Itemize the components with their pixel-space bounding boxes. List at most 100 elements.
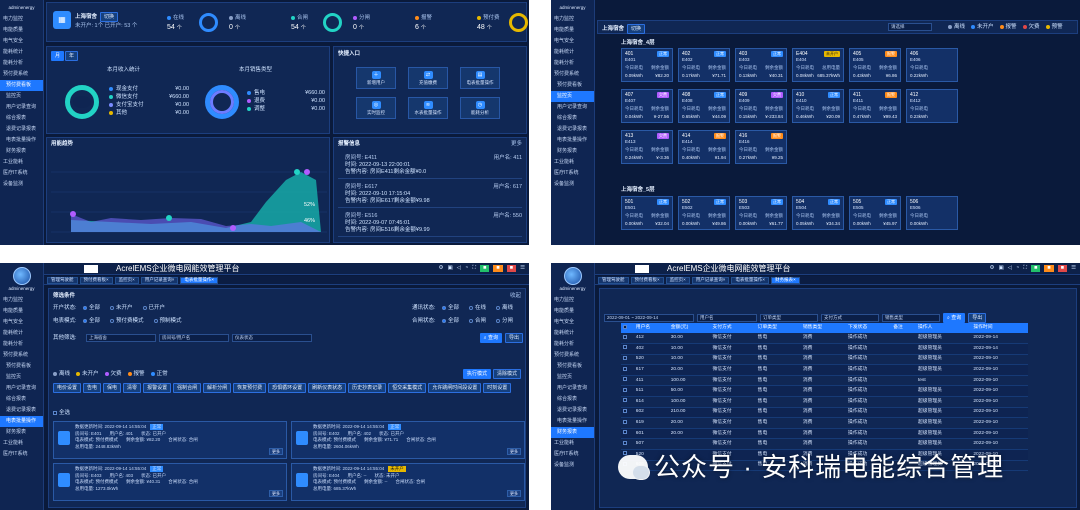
alarm-more-link[interactable]: 更多 <box>510 141 522 147</box>
sidebar-item[interactable]: 电表批量操作 <box>557 418 588 425</box>
radio-option[interactable]: 预付费模式 <box>110 318 144 325</box>
sidebar-item[interactable]: 能耗分析 <box>3 341 24 348</box>
page-tab[interactable]: 监控页 × <box>665 276 690 284</box>
row-checkbox[interactable] <box>623 398 627 403</box>
trend-point[interactable] <box>70 211 76 217</box>
sidebar-item[interactable]: 工业能耗 <box>554 440 575 447</box>
user-profile[interactable]: adminenergy <box>551 263 594 295</box>
sidebar-item[interactable]: 财务报表 <box>6 429 27 436</box>
collapse-link[interactable]: 收起 <box>509 293 521 299</box>
room-card[interactable]: 410 正常 E410 今日耗电 剩余金额 0.46kWh ¥20.09 <box>792 89 844 123</box>
radio-option[interactable]: 预制模式 <box>153 318 182 325</box>
page-tab[interactable]: 预付费看板 × <box>630 276 664 284</box>
room-card[interactable]: 504 正常 E504 今日耗电 剩余金额 0.05kWh ¥34.34 <box>792 196 844 230</box>
room-card[interactable]: 505 正常 E505 今日耗电 剩余金额 0.00kWh ¥45.97 <box>849 196 901 230</box>
sidebar-item[interactable]: 财务报表 <box>557 148 578 155</box>
sidebar-item[interactable]: 退费记录报表 <box>6 126 37 133</box>
sidebar-item[interactable]: 预付费看板 <box>0 80 43 91</box>
sidebar-item[interactable]: 电能质量 <box>554 308 575 315</box>
room-card[interactable]: 403 正常 E403 今日耗电 剩余金额 0.13kWh ¥40.31 <box>735 48 787 82</box>
sidebar-item[interactable]: 综合报表 <box>557 396 578 403</box>
batch-action-button[interactable]: 清零 <box>123 383 142 394</box>
month-toggle[interactable]: 月 <box>51 51 65 62</box>
monitor-icon[interactable]: ▣ <box>447 265 453 272</box>
sidebar-item[interactable]: 设备监测 <box>3 181 24 188</box>
trend-point[interactable] <box>166 215 172 221</box>
sidebar-item[interactable]: 电力监控 <box>554 16 575 23</box>
batch-action-button[interactable]: 强制合闸 <box>173 383 202 394</box>
bell-icon[interactable]: ◔ <box>464 265 469 272</box>
bell-icon[interactable]: ◔ <box>1015 265 1020 272</box>
page-tab[interactable]: 管理驾驶舱 <box>598 276 629 284</box>
sidebar-item[interactable]: 设备监测 <box>554 181 575 188</box>
user-menu-icon[interactable]: ☰ <box>520 265 525 272</box>
sidebar-item[interactable]: 用户记录查询 <box>557 104 588 111</box>
sidebar-item[interactable]: 工业能耗 <box>3 440 24 447</box>
trend-point[interactable] <box>230 225 236 231</box>
sidebar-item[interactable]: 能耗分析 <box>554 60 575 67</box>
sidebar-item[interactable]: 能耗统计 <box>3 330 24 337</box>
sidebar-item[interactable]: 电力监控 <box>554 297 575 304</box>
room-card[interactable]: 501 正常 E501 今日耗电 剩余金额 0.00kWh ¥32.04 <box>621 196 673 230</box>
table-row[interactable]: 602 210.00 微信支付 售电 消费 操作成功 超级管理员 2022-09-10 <box>621 407 1028 419</box>
order-type-select[interactable]: 订单类型 <box>760 314 818 323</box>
sidebar-item[interactable]: 监控页 <box>6 374 22 381</box>
sidebar-item[interactable]: 电表批量操作 <box>6 137 37 144</box>
sidebar-item[interactable]: 能耗统计 <box>3 49 24 56</box>
status-badge[interactable]: ■ <box>493 265 503 272</box>
meter-status-select[interactable]: 仪表状态 <box>232 334 312 343</box>
alarm-item[interactable]: 房间号: E617 用户名: 617 时间: 2022-09-10 17:15:04… <box>338 183 522 208</box>
sidebar-item[interactable]: 工业能耗 <box>3 159 24 166</box>
batch-action-button[interactable]: 刷新仪表状态 <box>308 383 347 394</box>
gear-icon[interactable]: ⚙ <box>989 265 995 272</box>
sidebar-item[interactable]: 财务报表 <box>551 427 594 438</box>
more-button[interactable]: 更多 <box>269 448 283 455</box>
sidebar-item[interactable]: 能耗分析 <box>554 341 575 348</box>
page-tab[interactable]: 用户记录查询 × <box>691 276 730 284</box>
meter-card[interactable]: 数据更新时间: 2022-09-14 14:55:04 正常 房间号: E402 用户… <box>291 421 525 459</box>
page-tab[interactable]: 电表批量操作 × <box>180 276 219 284</box>
sidebar-item[interactable]: 医疗IT系统 <box>3 451 28 458</box>
row-checkbox[interactable] <box>623 387 627 392</box>
radio-option[interactable]: 合闸 <box>468 318 486 325</box>
row-checkbox[interactable] <box>623 355 627 360</box>
sidebar-item[interactable]: 设备监测 <box>554 462 575 469</box>
table-row[interactable]: 511 50.00 微信支付 售电 消费 操作成功 超级管理员 2022-09-10 <box>621 385 1028 398</box>
meter-card[interactable]: 数据更新时间: 2022-09-14 14:55:04 正常 房间号: E403 用户… <box>53 463 287 501</box>
sidebar-item[interactable]: 预付费系统 <box>554 352 580 359</box>
batch-action-button[interactable]: 告电 <box>83 383 102 394</box>
sale-type-select[interactable]: 销售类型 <box>882 314 940 323</box>
radio-option[interactable]: 未开户 <box>110 305 133 312</box>
trend-point[interactable] <box>304 169 310 175</box>
sidebar-item[interactable]: 电气安全 <box>554 319 575 326</box>
page-tab[interactable]: 预付费看板 × <box>79 276 113 284</box>
room-card[interactable]: 414 报警 E414 今日耗电 剩余金额 0.40kWh ¥1.94 <box>678 130 730 164</box>
sidebar-item[interactable]: 用户记录查询 <box>6 385 37 392</box>
sidebar-item[interactable]: 医疗IT系统 <box>3 170 28 177</box>
fullscreen-icon[interactable]: ⛶ <box>1023 265 1028 272</box>
table-row[interactable]: 412 30.00 微信支付 售电 消费 操作成功 超级管理员 2022-09-14 <box>621 333 1028 345</box>
sidebar-item[interactable]: 能耗统计 <box>554 49 575 56</box>
query-button[interactable]: ⌕ 查询 <box>943 313 966 324</box>
room-card[interactable]: 502 正常 E502 今日耗电 剩余金额 0.00kWh ¥49.86 <box>678 196 730 230</box>
radio-option[interactable]: 离线 <box>495 305 513 312</box>
status-badge[interactable]: ■ <box>1044 265 1054 272</box>
room-card[interactable]: 412 E412 今日耗电 0.23kWh <box>906 89 958 123</box>
user-profile[interactable]: adminenergy <box>0 263 43 295</box>
sidebar-item[interactable]: 预付费系统 <box>3 71 29 78</box>
row-checkbox[interactable] <box>623 366 627 371</box>
sidebar-item[interactable]: 综合报表 <box>6 396 27 403</box>
row-checkbox[interactable] <box>623 345 627 350</box>
more-button[interactable]: 更多 <box>269 490 283 497</box>
row-checkbox[interactable] <box>623 419 627 424</box>
sidebar-item[interactable]: 电气安全 <box>554 38 575 45</box>
more-button[interactable]: 更多 <box>507 490 521 497</box>
table-row[interactable]: 411 100.00 微信支付 售电 消费 操作成功 test 2022-09-10 <box>621 375 1028 387</box>
status-badge[interactable]: ■ <box>1031 265 1041 272</box>
sidebar-item[interactable]: 预付费看板 <box>6 363 32 370</box>
sidebar-item[interactable]: 电能质量 <box>3 308 24 315</box>
status-badge[interactable]: ■ <box>506 265 517 272</box>
switch-site-button[interactable]: 切换 <box>627 24 646 35</box>
username-input[interactable]: 用户名 <box>697 314 757 323</box>
user-profile[interactable]: adminenergy <box>551 0 594 14</box>
